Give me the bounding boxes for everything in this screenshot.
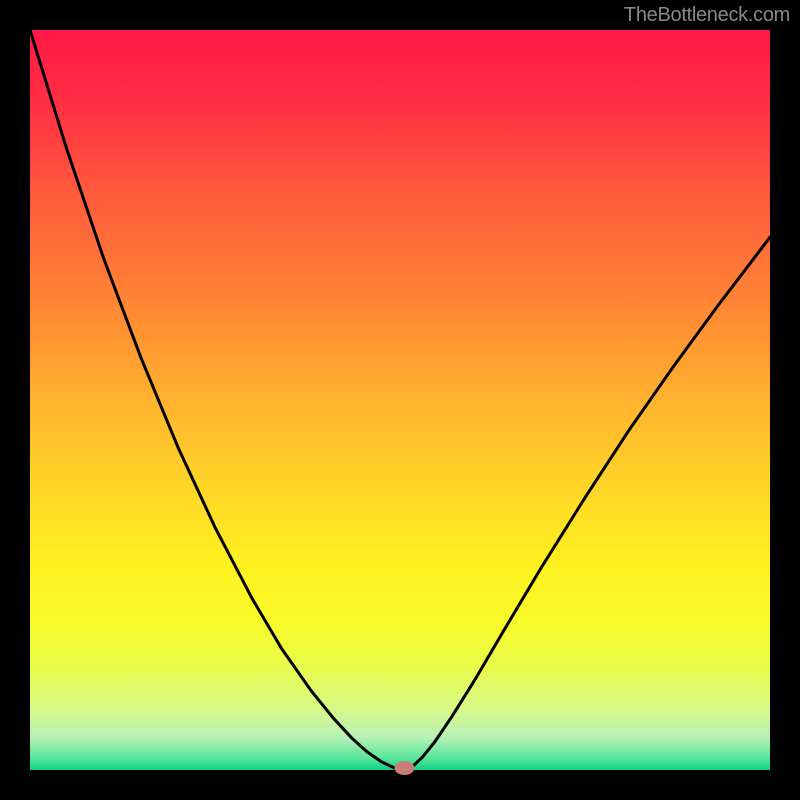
bottleneck-chart	[0, 0, 800, 800]
optimum-marker	[394, 761, 414, 775]
plot-background	[30, 30, 770, 770]
watermark-text: TheBottleneck.com	[624, 4, 790, 27]
chart-container: { "watermark": "TheBottleneck.com", "cha…	[0, 0, 800, 800]
